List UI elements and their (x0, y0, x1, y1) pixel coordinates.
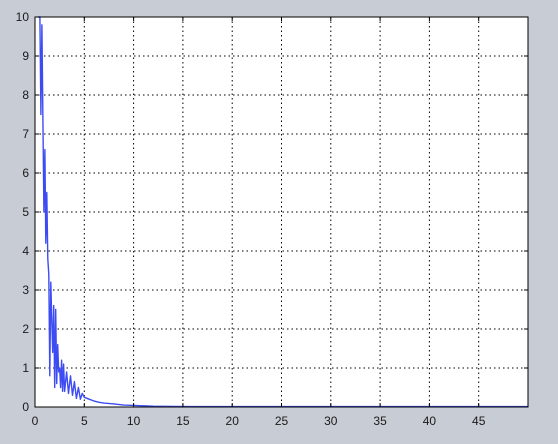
series-layer (38, 16, 528, 408)
y-tick-label: 8 (22, 88, 29, 102)
x-tick-label: 45 (472, 414, 486, 428)
x-tick-label: 40 (423, 414, 437, 428)
x-tick-label: 35 (373, 414, 387, 428)
y-tick-label: 5 (22, 205, 29, 219)
series-line (38, 16, 528, 408)
grid-lines (35, 17, 528, 407)
x-tick-label: 20 (226, 414, 240, 428)
y-tick-labels: 0 1 2 3 4 5 6 7 8 9 10 (16, 10, 30, 414)
x-tick-label: 10 (127, 414, 141, 428)
y-tick-label: 3 (22, 283, 29, 297)
x-tick-label: 0 (32, 414, 39, 428)
tick-marks (34, 16, 528, 408)
x-tick-labels: 0 5 10 15 20 25 30 35 40 45 (32, 414, 486, 428)
y-tick-label: 7 (22, 127, 29, 141)
y-tick-label: 1 (22, 361, 29, 375)
y-tick-label: 10 (16, 10, 30, 24)
y-tick-label: 9 (22, 49, 29, 63)
y-tick-label: 2 (22, 322, 29, 336)
x-tick-label: 25 (275, 414, 289, 428)
y-tick-label: 0 (22, 400, 29, 414)
x-tick-label: 15 (176, 414, 190, 428)
x-tick-label: 30 (324, 414, 338, 428)
y-tick-label: 4 (22, 244, 29, 258)
x-tick-label: 5 (81, 414, 88, 428)
y-tick-label: 6 (22, 166, 29, 180)
